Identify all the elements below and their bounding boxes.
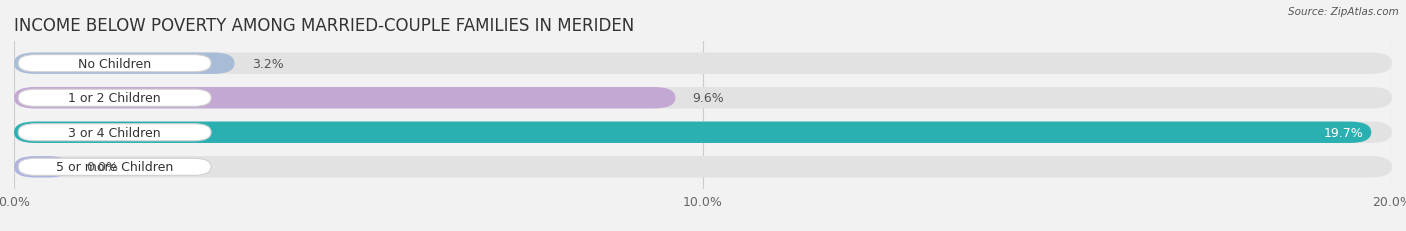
FancyBboxPatch shape: [14, 156, 1392, 178]
Text: 3.2%: 3.2%: [252, 58, 284, 70]
FancyBboxPatch shape: [18, 55, 211, 73]
FancyBboxPatch shape: [14, 122, 1371, 143]
Text: 1 or 2 Children: 1 or 2 Children: [69, 92, 160, 105]
FancyBboxPatch shape: [14, 88, 675, 109]
FancyBboxPatch shape: [14, 88, 1392, 109]
Text: 0.0%: 0.0%: [86, 161, 118, 173]
FancyBboxPatch shape: [14, 53, 1392, 75]
FancyBboxPatch shape: [14, 53, 235, 75]
FancyBboxPatch shape: [14, 156, 69, 178]
Text: 19.7%: 19.7%: [1323, 126, 1362, 139]
Text: No Children: No Children: [79, 58, 152, 70]
FancyBboxPatch shape: [18, 158, 211, 176]
Text: INCOME BELOW POVERTY AMONG MARRIED-COUPLE FAMILIES IN MERIDEN: INCOME BELOW POVERTY AMONG MARRIED-COUPL…: [14, 17, 634, 34]
Text: 9.6%: 9.6%: [693, 92, 724, 105]
FancyBboxPatch shape: [18, 124, 211, 141]
FancyBboxPatch shape: [14, 122, 1392, 143]
Text: 5 or more Children: 5 or more Children: [56, 161, 173, 173]
Text: Source: ZipAtlas.com: Source: ZipAtlas.com: [1288, 7, 1399, 17]
FancyBboxPatch shape: [18, 90, 211, 107]
Text: 3 or 4 Children: 3 or 4 Children: [69, 126, 160, 139]
